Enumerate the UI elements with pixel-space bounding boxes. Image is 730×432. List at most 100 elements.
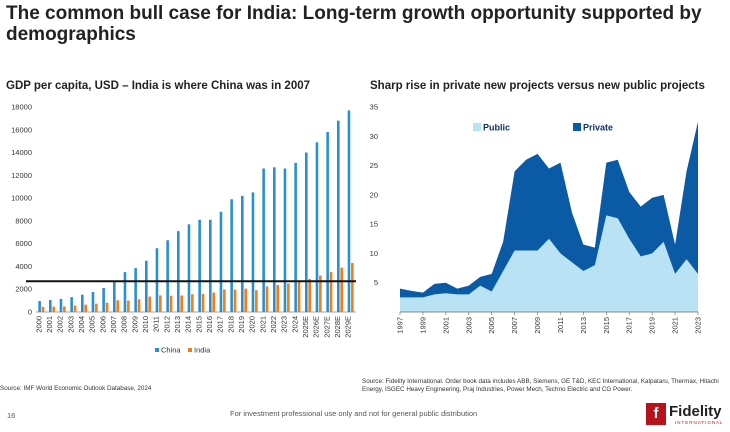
china-bar [347,110,351,313]
china-bar [113,281,116,312]
india-bar [276,285,279,312]
page-title: The common bull case for India: Long-ter… [6,3,702,45]
india-bar [169,295,173,312]
india-bar [84,304,87,312]
gdp-x-tick-label: 2024 [290,316,299,333]
projects-x-tick-label: 2023 [694,317,703,334]
gdp-y-tick-label: 6000 [15,239,32,248]
logo-wordmark: Fidelity [669,403,722,420]
china-bar [315,142,319,312]
india-bar [148,296,151,312]
public-legend-swatch [473,123,481,131]
projects-y-tick-label: 25 [370,161,378,170]
projects-x-tick-label: 2015 [602,317,611,334]
gdp-x-tick-label: 2027E [322,316,331,338]
china-bar [91,291,95,312]
india-bar [73,305,77,312]
gdp-x-tick-label: 2006 [98,316,107,333]
gdp-chart-title: GDP per capita, USD – India is where Chi… [6,80,311,92]
india-bar [233,289,237,312]
gdp-x-tick-label: 2010 [141,316,150,333]
gdp-x-tick-label: 2017 [216,316,225,333]
projects-y-tick-label: 15 [370,220,378,229]
china-bar [145,260,148,312]
projects-x-tick-label: 2017 [625,317,634,334]
china-bar [294,162,297,312]
india-bar [329,272,333,312]
china-bar [38,301,41,312]
gdp-x-tick-label: 2007 [109,316,118,333]
china-bar [198,219,201,312]
projects-x-tick-label: 2011 [556,317,565,333]
china-bar [209,219,212,312]
fidelity-logo: f Fidelity INTERNATIONAL [646,403,726,429]
india-legend-label: India [194,346,211,355]
projects-x-tick-label: 2001 [441,317,450,334]
private-legend-label: Private [583,123,613,133]
india-bar [191,294,194,312]
india-bar [180,295,183,312]
india-bar [137,299,141,312]
china-bar [177,231,180,312]
gdp-x-tick-label: 2005 [88,316,97,333]
projects-x-tick-label: 2019 [648,317,657,334]
china-bar [283,168,287,312]
disclaimer: For investment professional use only and… [230,409,478,418]
gdp-x-tick-label: 2004 [77,316,86,333]
india-bar [319,275,322,312]
public-legend-label: Public [483,123,510,133]
projects-x-tick-label: 2009 [533,317,542,334]
projects-x-tick-label: 2003 [464,317,473,334]
gdp-y-tick-label: 16000 [11,125,32,134]
china-bar [305,152,308,312]
china-bar [326,132,329,312]
gdp-x-tick-label: 2020 [248,316,257,333]
gdp-x-tick-label: 2003 [66,316,75,333]
india-bar [265,286,269,312]
india-bar [201,293,205,312]
china-bar [70,297,73,312]
gdp-x-tick-label: 2015 [194,316,203,333]
gdp-x-tick-label: 2026E [312,316,321,338]
china-bar [134,268,137,312]
projects-x-tick-label: 2005 [487,317,496,334]
gdp-x-tick-label: 2012 [162,316,171,333]
india-bar [116,300,119,312]
gdp-x-tick-label: 2013 [173,316,182,333]
china-bar [123,272,127,312]
fidelity-logo-icon: f [646,403,666,425]
gdp-x-tick-label: 2029E [344,316,353,338]
india-bar [127,300,130,312]
gdp-x-tick-label: 2009 [130,316,139,333]
gdp-x-tick-label: 2023 [280,316,289,333]
china-bar [102,288,105,312]
gdp-y-tick-label: 8000 [15,216,32,225]
projects-y-tick-label: 35 [370,103,378,112]
china-bar [230,199,233,312]
china-bar [273,167,276,312]
gdp-y-tick-label: 4000 [15,262,32,271]
china-bar [81,294,84,312]
india-bar [41,306,45,312]
gdp-y-tick-label: 18000 [11,103,32,112]
china-bar [59,298,63,312]
projects-y-tick-label: 30 [370,132,378,141]
india-bar [308,278,311,312]
india-bar [223,289,226,312]
india-bar [159,295,162,312]
china-bar [337,120,340,313]
gdp-x-tick-label: 2002 [56,316,65,333]
china-bar [241,195,244,312]
india-bar [297,281,301,312]
gdp-x-tick-label: 2018 [226,316,235,333]
logo-subtext: INTERNATIONAL [675,420,724,425]
china-legend-label: China [161,346,181,355]
china-bar [251,192,255,312]
india-bar [351,263,354,312]
gdp-x-tick-label: 2021 [258,316,267,333]
india-bar [105,302,109,312]
projects-y-tick-label: 5 [374,278,378,287]
projects-chart-source: Source: Fidelity International. Order bo… [362,378,719,393]
india-bar [244,288,247,312]
china-bar [187,224,191,312]
